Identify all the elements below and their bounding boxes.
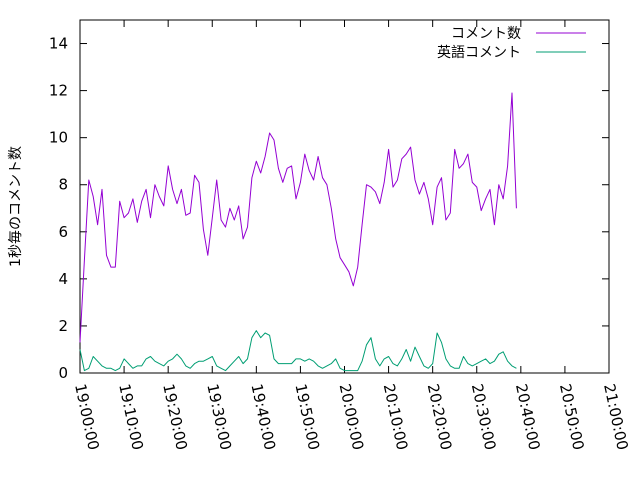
x-tick-label: 20:00:00: [336, 382, 368, 452]
x-axis: 19:00:00 19:10:00 19:20:00 19:30:00 19:40:00…: [71, 20, 632, 452]
x-tick-label: 19:50:00: [292, 382, 324, 452]
x-tick-label: 20:10:00: [380, 382, 412, 452]
y-tick-label: 4: [58, 270, 68, 288]
x-tick-label: 19:30:00: [203, 382, 235, 452]
legend-label: コメント数: [451, 26, 521, 42]
x-tick-label: 20:20:00: [424, 382, 456, 452]
y-tick-label: 14: [49, 35, 68, 53]
x-tick-label: 19:10:00: [115, 382, 147, 452]
series-line-2: [79, 330, 517, 372]
y-tick-label: 6: [58, 223, 68, 241]
series-line-1: [79, 92, 517, 343]
y-tick-label: 8: [58, 176, 68, 194]
x-tick-label: 19:00:00: [71, 382, 103, 452]
x-tick-label: 19:40:00: [247, 382, 279, 452]
series-layer: [79, 92, 517, 372]
x-tick-label: 20:50:00: [556, 382, 588, 452]
y-tick-label: 2: [58, 317, 68, 335]
x-tick-label: 20:40:00: [512, 382, 544, 452]
x-tick-label: 21:00:00: [600, 382, 632, 452]
y-tick-label: 12: [49, 82, 68, 100]
x-tick-label: 20:30:00: [468, 382, 500, 452]
y-tick-label: 10: [49, 129, 68, 147]
y-axis-title: 1秒毎のコメント数: [8, 146, 24, 267]
y-axis: 0 2 4 6 8 10 12 14: [49, 35, 609, 382]
x-tick-label: 19:20:00: [159, 382, 191, 452]
y-tick-label: 0: [58, 364, 68, 382]
legend-label: 英語コメント: [437, 44, 521, 61]
